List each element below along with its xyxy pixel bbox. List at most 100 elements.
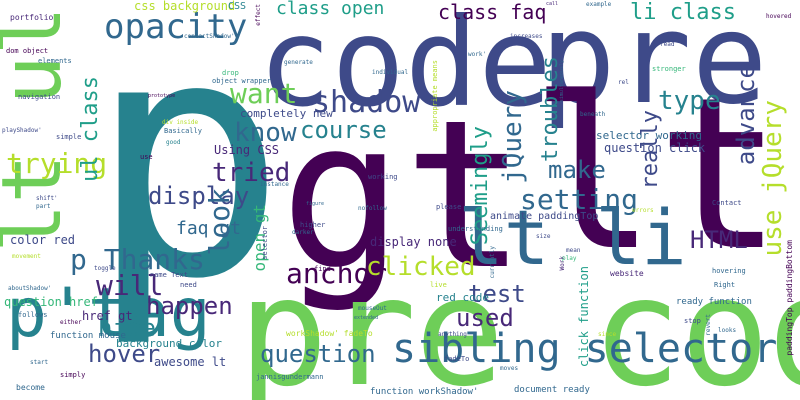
word-hide: hide: [98, 314, 156, 342]
word-p-tag: p'tag: [6, 274, 211, 353]
word-function-workshadow: function workShadow': [370, 387, 479, 397]
word-navigation: navigation: [18, 93, 61, 101]
word-clicked: clicked: [366, 252, 476, 282]
word-fadeto: fadeTo: [444, 355, 470, 363]
word-test: test: [468, 280, 526, 308]
word-used: used: [456, 304, 514, 332]
word-know: know: [234, 118, 297, 148]
word-trying: trying: [6, 147, 108, 180]
word-follows: follows: [18, 311, 48, 319]
word-hovering: hovering: [712, 267, 746, 275]
word-css-background: css background: [134, 0, 236, 13]
word-click-function: click function: [577, 266, 591, 368]
word-simultaneously: simultaneously: [559, 60, 565, 103]
word-live: live: [430, 281, 447, 289]
word-either: either: [60, 319, 82, 326]
word-html: HTML: [690, 226, 748, 254]
word-sibling-selector: sibling selector: [392, 326, 778, 372]
word-basically: Basically: [164, 127, 202, 135]
word-find: find: [314, 265, 331, 273]
word-using-css: Using CSS: [214, 143, 280, 157]
word-completely-new: completely new: [240, 107, 333, 120]
word-simple: simple: [56, 133, 82, 141]
word-errors: errors: [632, 207, 654, 214]
word-function-mouse: function mouse: [50, 331, 126, 341]
word-lt: lt: [530, 52, 783, 297]
word-since: since: [598, 331, 617, 338]
word-div-inside: div inside: [162, 119, 199, 126]
word-prototype: prototype: [148, 93, 176, 99]
word-tried: tried: [212, 158, 291, 188]
word-generate: generate: [284, 59, 313, 66]
word-mouseout: mouseOut: [358, 305, 387, 312]
word-higher: higher: [300, 221, 326, 229]
word-moves: moves: [500, 365, 519, 372]
word-instance: instance: [260, 181, 289, 188]
word-understanding: understanding: [448, 225, 503, 233]
word-background-color: background color: [116, 337, 222, 350]
word-beneath: beneath: [580, 111, 606, 118]
word-opacity: opacity: [104, 7, 248, 47]
word-css: CSS: [228, 1, 247, 12]
word-darker: darker: [292, 229, 314, 236]
word-toggle: toggle: [94, 265, 116, 272]
word-aboutshadow: aboutShadow': [8, 285, 52, 292]
word-paddingtop-paddingbottom: paddingTop paddingBottom: [785, 240, 794, 356]
word-ready-function: ready function: [676, 297, 752, 307]
word-need: need: [180, 281, 197, 289]
word-workshadow-fadeto: workShadow' fadeTo: [286, 329, 373, 338]
word-looks: looks: [718, 327, 737, 334]
word-read: read: [660, 41, 675, 48]
word-faq-gt: faq gt: [176, 218, 242, 239]
word-make: make: [548, 156, 606, 184]
word-red-code: red code: [436, 291, 489, 304]
word-elements: elements: [38, 57, 72, 65]
word-href-gt: href gt: [82, 309, 133, 323]
word-appropriate-means: appropriate means: [431, 60, 439, 132]
word-example: example: [586, 1, 612, 8]
word-code: code: [258, 0, 552, 134]
word-call: call: [546, 1, 559, 7]
word-nofollow: nofollow: [358, 205, 387, 212]
word-question-click: question click: [604, 141, 706, 155]
word-anchor: anchor: [286, 257, 388, 290]
word-use-jquery: use jQuery: [758, 100, 788, 257]
word-good: good: [166, 139, 181, 146]
word-hovered: hovered: [766, 13, 792, 20]
word-dom-object: dom object: [6, 47, 49, 55]
word-please: please: [436, 203, 462, 211]
word-portfolio: portfolio: [10, 13, 54, 22]
word-increases: increases: [510, 33, 543, 40]
word-gt: gt: [280, 77, 527, 315]
word-class-faq: class faq: [438, 0, 547, 24]
word-individual: individual: [372, 69, 409, 76]
word-object-wrapper: object wrapper: [212, 77, 272, 85]
word-website: website: [610, 269, 644, 278]
word-shadow: shadow: [312, 85, 421, 120]
word-ul-class: ul class: [78, 76, 103, 182]
word-simply: simply: [60, 371, 86, 379]
word-p: p: [88, 0, 287, 351]
word-p-thanks: p Thanks: [70, 243, 205, 276]
word-stop: stop: [684, 317, 701, 325]
word-figure: figure: [306, 201, 325, 207]
word-type: type: [658, 86, 721, 116]
word-name-text: name Text: [150, 271, 188, 279]
word-contact: Contact: [712, 199, 742, 207]
word-setting: setting: [520, 183, 639, 216]
word-class-open: class open: [276, 0, 385, 19]
word-work: work': [468, 51, 487, 58]
word-display: display: [148, 182, 250, 210]
word-anything: anything: [438, 331, 467, 338]
word-use: use: [140, 153, 153, 161]
word-mean: mean: [566, 247, 581, 254]
word-pre-code: pre code: [238, 246, 800, 400]
word-course: course: [300, 116, 387, 144]
word-contactshadow: contactShadow': [184, 33, 235, 40]
word-hover: hover: [88, 340, 161, 368]
word-selector-working: selector working: [596, 129, 702, 142]
word-working: working: [368, 173, 398, 181]
word-color-red: color red: [10, 233, 76, 247]
word-document-ready: document ready: [514, 385, 590, 395]
